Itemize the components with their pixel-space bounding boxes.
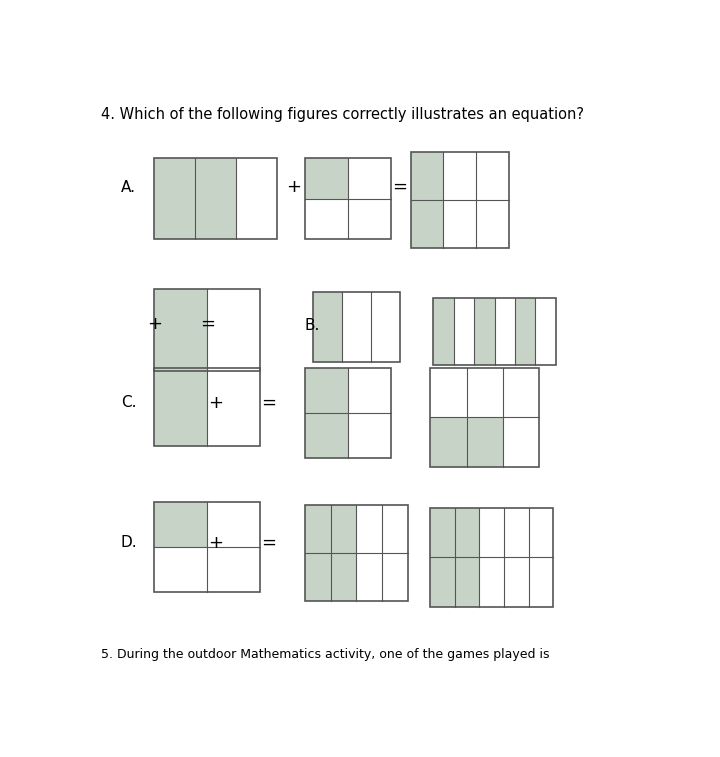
Bar bbox=[411, 152, 444, 200]
Bar bbox=[305, 158, 392, 239]
Bar bbox=[195, 158, 236, 239]
Bar bbox=[154, 289, 207, 371]
Bar bbox=[330, 553, 356, 601]
Bar bbox=[305, 368, 392, 458]
Text: 5. During the outdoor Mathematics activity, one of the games played is: 5. During the outdoor Mathematics activi… bbox=[101, 648, 549, 661]
Bar bbox=[431, 368, 539, 467]
Text: =: = bbox=[392, 178, 408, 196]
Bar bbox=[433, 298, 454, 365]
Bar bbox=[467, 417, 503, 467]
Text: 4. Which of the following figures correctly illustrates an equation?: 4. Which of the following figures correc… bbox=[101, 107, 584, 122]
Text: D.: D. bbox=[121, 535, 138, 550]
Bar bbox=[154, 368, 207, 447]
Bar bbox=[431, 417, 467, 467]
Text: =: = bbox=[261, 394, 276, 412]
Bar bbox=[455, 557, 480, 606]
Bar bbox=[515, 298, 536, 365]
Bar bbox=[154, 158, 195, 239]
Text: C.: C. bbox=[121, 395, 136, 410]
Bar bbox=[305, 368, 348, 413]
Text: =: = bbox=[199, 315, 215, 333]
Bar bbox=[411, 152, 508, 248]
Bar bbox=[313, 292, 342, 362]
Bar bbox=[305, 553, 330, 601]
Bar bbox=[154, 158, 277, 239]
Text: +: + bbox=[208, 394, 223, 412]
Text: +: + bbox=[286, 178, 301, 196]
Text: =: = bbox=[261, 534, 276, 552]
Text: +: + bbox=[147, 315, 162, 333]
Text: B.: B. bbox=[305, 318, 320, 332]
Bar bbox=[305, 505, 330, 553]
Bar bbox=[433, 298, 556, 365]
Bar bbox=[154, 368, 260, 447]
Bar bbox=[455, 508, 480, 557]
Bar bbox=[431, 508, 455, 557]
Bar bbox=[330, 505, 356, 553]
Bar bbox=[154, 502, 260, 592]
Bar bbox=[474, 298, 495, 365]
Bar bbox=[305, 158, 348, 198]
Bar bbox=[154, 289, 260, 371]
Bar bbox=[305, 413, 348, 458]
Bar bbox=[431, 557, 455, 606]
Text: A.: A. bbox=[121, 179, 135, 195]
Bar bbox=[313, 292, 400, 362]
Text: +: + bbox=[208, 534, 223, 552]
Bar bbox=[431, 508, 553, 606]
Bar bbox=[154, 502, 207, 547]
Bar bbox=[305, 505, 408, 601]
Bar bbox=[411, 200, 444, 248]
